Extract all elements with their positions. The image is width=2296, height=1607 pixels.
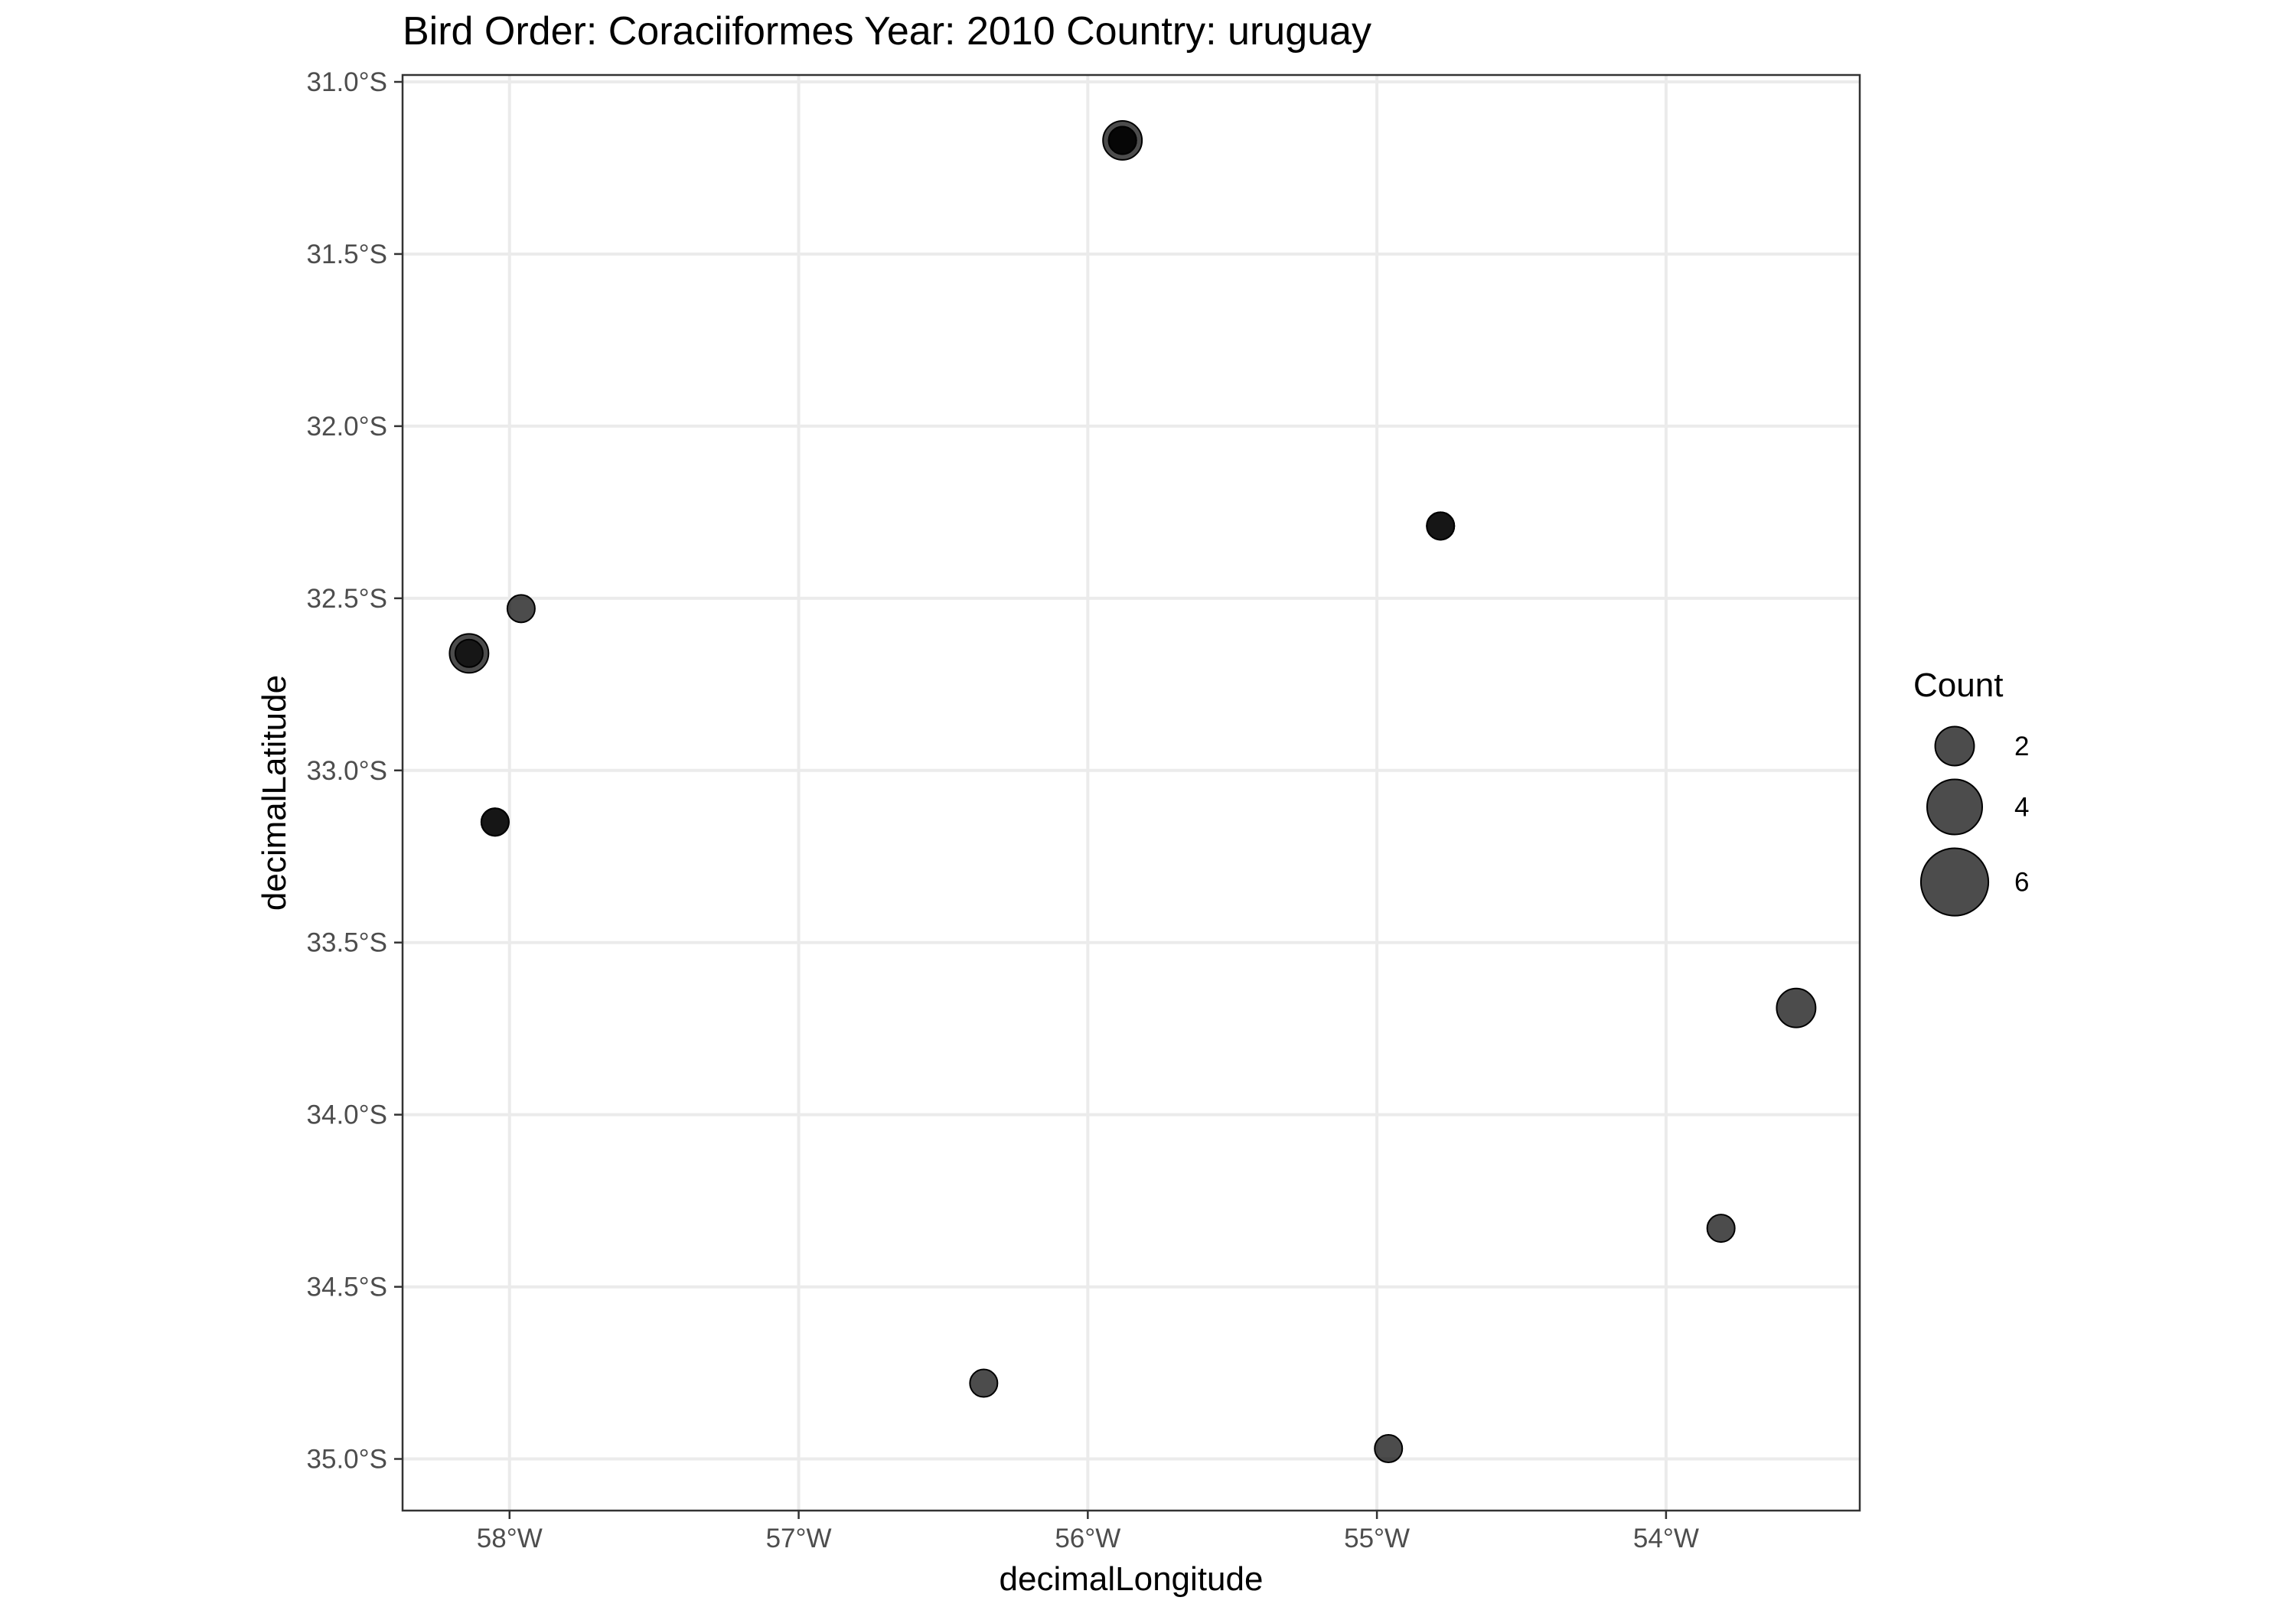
y-axis: 31.0°S 31.5°S 32.0°S 32.5°S 33.0°S 33.5°S 34.0…: [307, 67, 403, 1475]
x-tick-label: 55°W: [1344, 1524, 1410, 1553]
legend-key: [1926, 778, 1983, 836]
data-point: [454, 638, 484, 668]
legend-label: 2: [2014, 732, 2029, 761]
y-tick-label: 34.0°S: [307, 1100, 387, 1130]
data-point: [506, 594, 536, 624]
y-axis-title: decimalLatitude: [256, 675, 293, 911]
x-tick-label: 57°W: [766, 1524, 832, 1553]
data-point: [1374, 1434, 1404, 1464]
data-point: [480, 807, 510, 837]
data-point: [969, 1368, 999, 1398]
legend-label: 4: [2014, 792, 2029, 822]
x-tick-label: 58°W: [477, 1524, 543, 1553]
plot-panel: [401, 73, 1861, 1512]
x-tick-label: 54°W: [1633, 1524, 1699, 1553]
data-point: [1426, 511, 1456, 541]
y-tick-label: 33.5°S: [307, 928, 387, 958]
panel-background: [403, 75, 1860, 1511]
legend-label: 6: [2014, 868, 2029, 898]
size-legend: Count 2 4 6: [1913, 667, 2029, 917]
legend-key: [1934, 725, 1975, 767]
y-tick-label: 32.0°S: [307, 412, 387, 442]
panel-border: [401, 73, 1861, 1512]
data-point: [1107, 125, 1137, 155]
y-tick-label: 31.0°S: [307, 67, 387, 97]
y-tick-label: 33.0°S: [307, 756, 387, 786]
data-point: [1776, 987, 1817, 1028]
legend-key: [1919, 847, 1990, 917]
data-point: [1706, 1214, 1736, 1244]
gridlines: [403, 75, 1860, 1511]
data-points: [448, 120, 1817, 1464]
y-tick-label: 35.0°S: [307, 1445, 387, 1475]
x-axis-title: decimalLongitude: [1000, 1560, 1264, 1598]
x-axis: 58°W 57°W 56°W 55°W 54°W: [477, 1511, 1699, 1553]
y-tick-label: 32.5°S: [307, 584, 387, 614]
y-tick-label: 34.5°S: [307, 1273, 387, 1302]
x-tick-label: 56°W: [1055, 1524, 1120, 1553]
chart-title: Bird Order: Coraciiformes Year: 2010 Cou…: [403, 9, 1371, 54]
legend-title: Count: [1913, 667, 2003, 704]
y-tick-label: 31.5°S: [307, 240, 387, 269]
